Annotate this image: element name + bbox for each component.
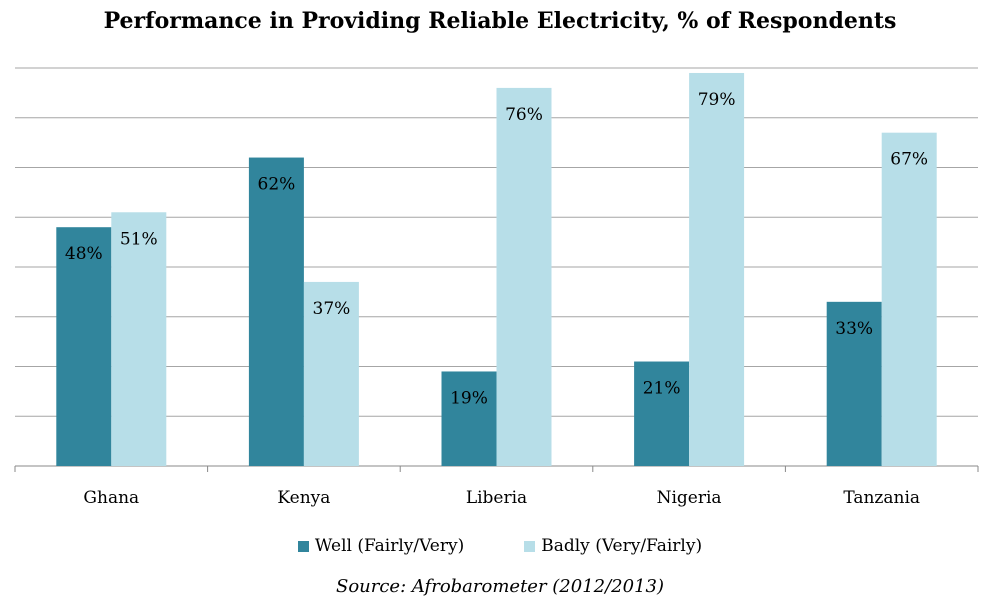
legend-label-well: Well (Fairly/Very) (314, 536, 465, 556)
bar-well (826, 301, 882, 466)
data-label: 76% (505, 105, 543, 125)
source-note: Source: Afrobarometer (2012/2013) (335, 576, 665, 597)
bar-badly (111, 212, 167, 466)
legend-item-well: Well (Fairly/Very) (297, 536, 465, 556)
bar-badly (303, 281, 359, 466)
category-label: Kenya (277, 488, 330, 508)
bar-badly (881, 132, 937, 467)
chart-title: Performance in Providing Reliable Electr… (103, 8, 897, 34)
legend-swatch-well (297, 540, 309, 552)
data-label: 19% (450, 388, 488, 408)
data-label: 48% (65, 244, 103, 264)
data-label: 33% (835, 319, 873, 339)
bar-chart: 48% 51% Ghana 62% 37% Kenya 19% 76% Liberia 21% 79… (14, 67, 979, 508)
data-label: 51% (120, 229, 158, 249)
bar-badly (496, 87, 552, 467)
data-label: 37% (313, 299, 351, 319)
legend: Well (Fairly/Very) Badly (Very/Fairly) (0, 536, 1000, 556)
category-label: Tanzania (843, 488, 920, 508)
bar-well (248, 157, 304, 467)
legend-item-badly: Badly (Very/Fairly) (524, 536, 702, 556)
legend-swatch-badly (524, 540, 536, 552)
data-label: 62% (258, 175, 296, 195)
data-label: 67% (890, 150, 928, 170)
bar-well (634, 361, 690, 466)
bar-well (441, 371, 497, 466)
category-label: Liberia (466, 488, 527, 508)
legend-label-badly: Badly (Very/Fairly) (541, 536, 703, 556)
category-label: Nigeria (657, 488, 722, 508)
data-label: 79% (698, 90, 736, 110)
category-label: Ghana (83, 488, 139, 508)
bar-badly (689, 72, 745, 466)
bar-well (56, 227, 112, 466)
data-label: 21% (643, 379, 681, 399)
